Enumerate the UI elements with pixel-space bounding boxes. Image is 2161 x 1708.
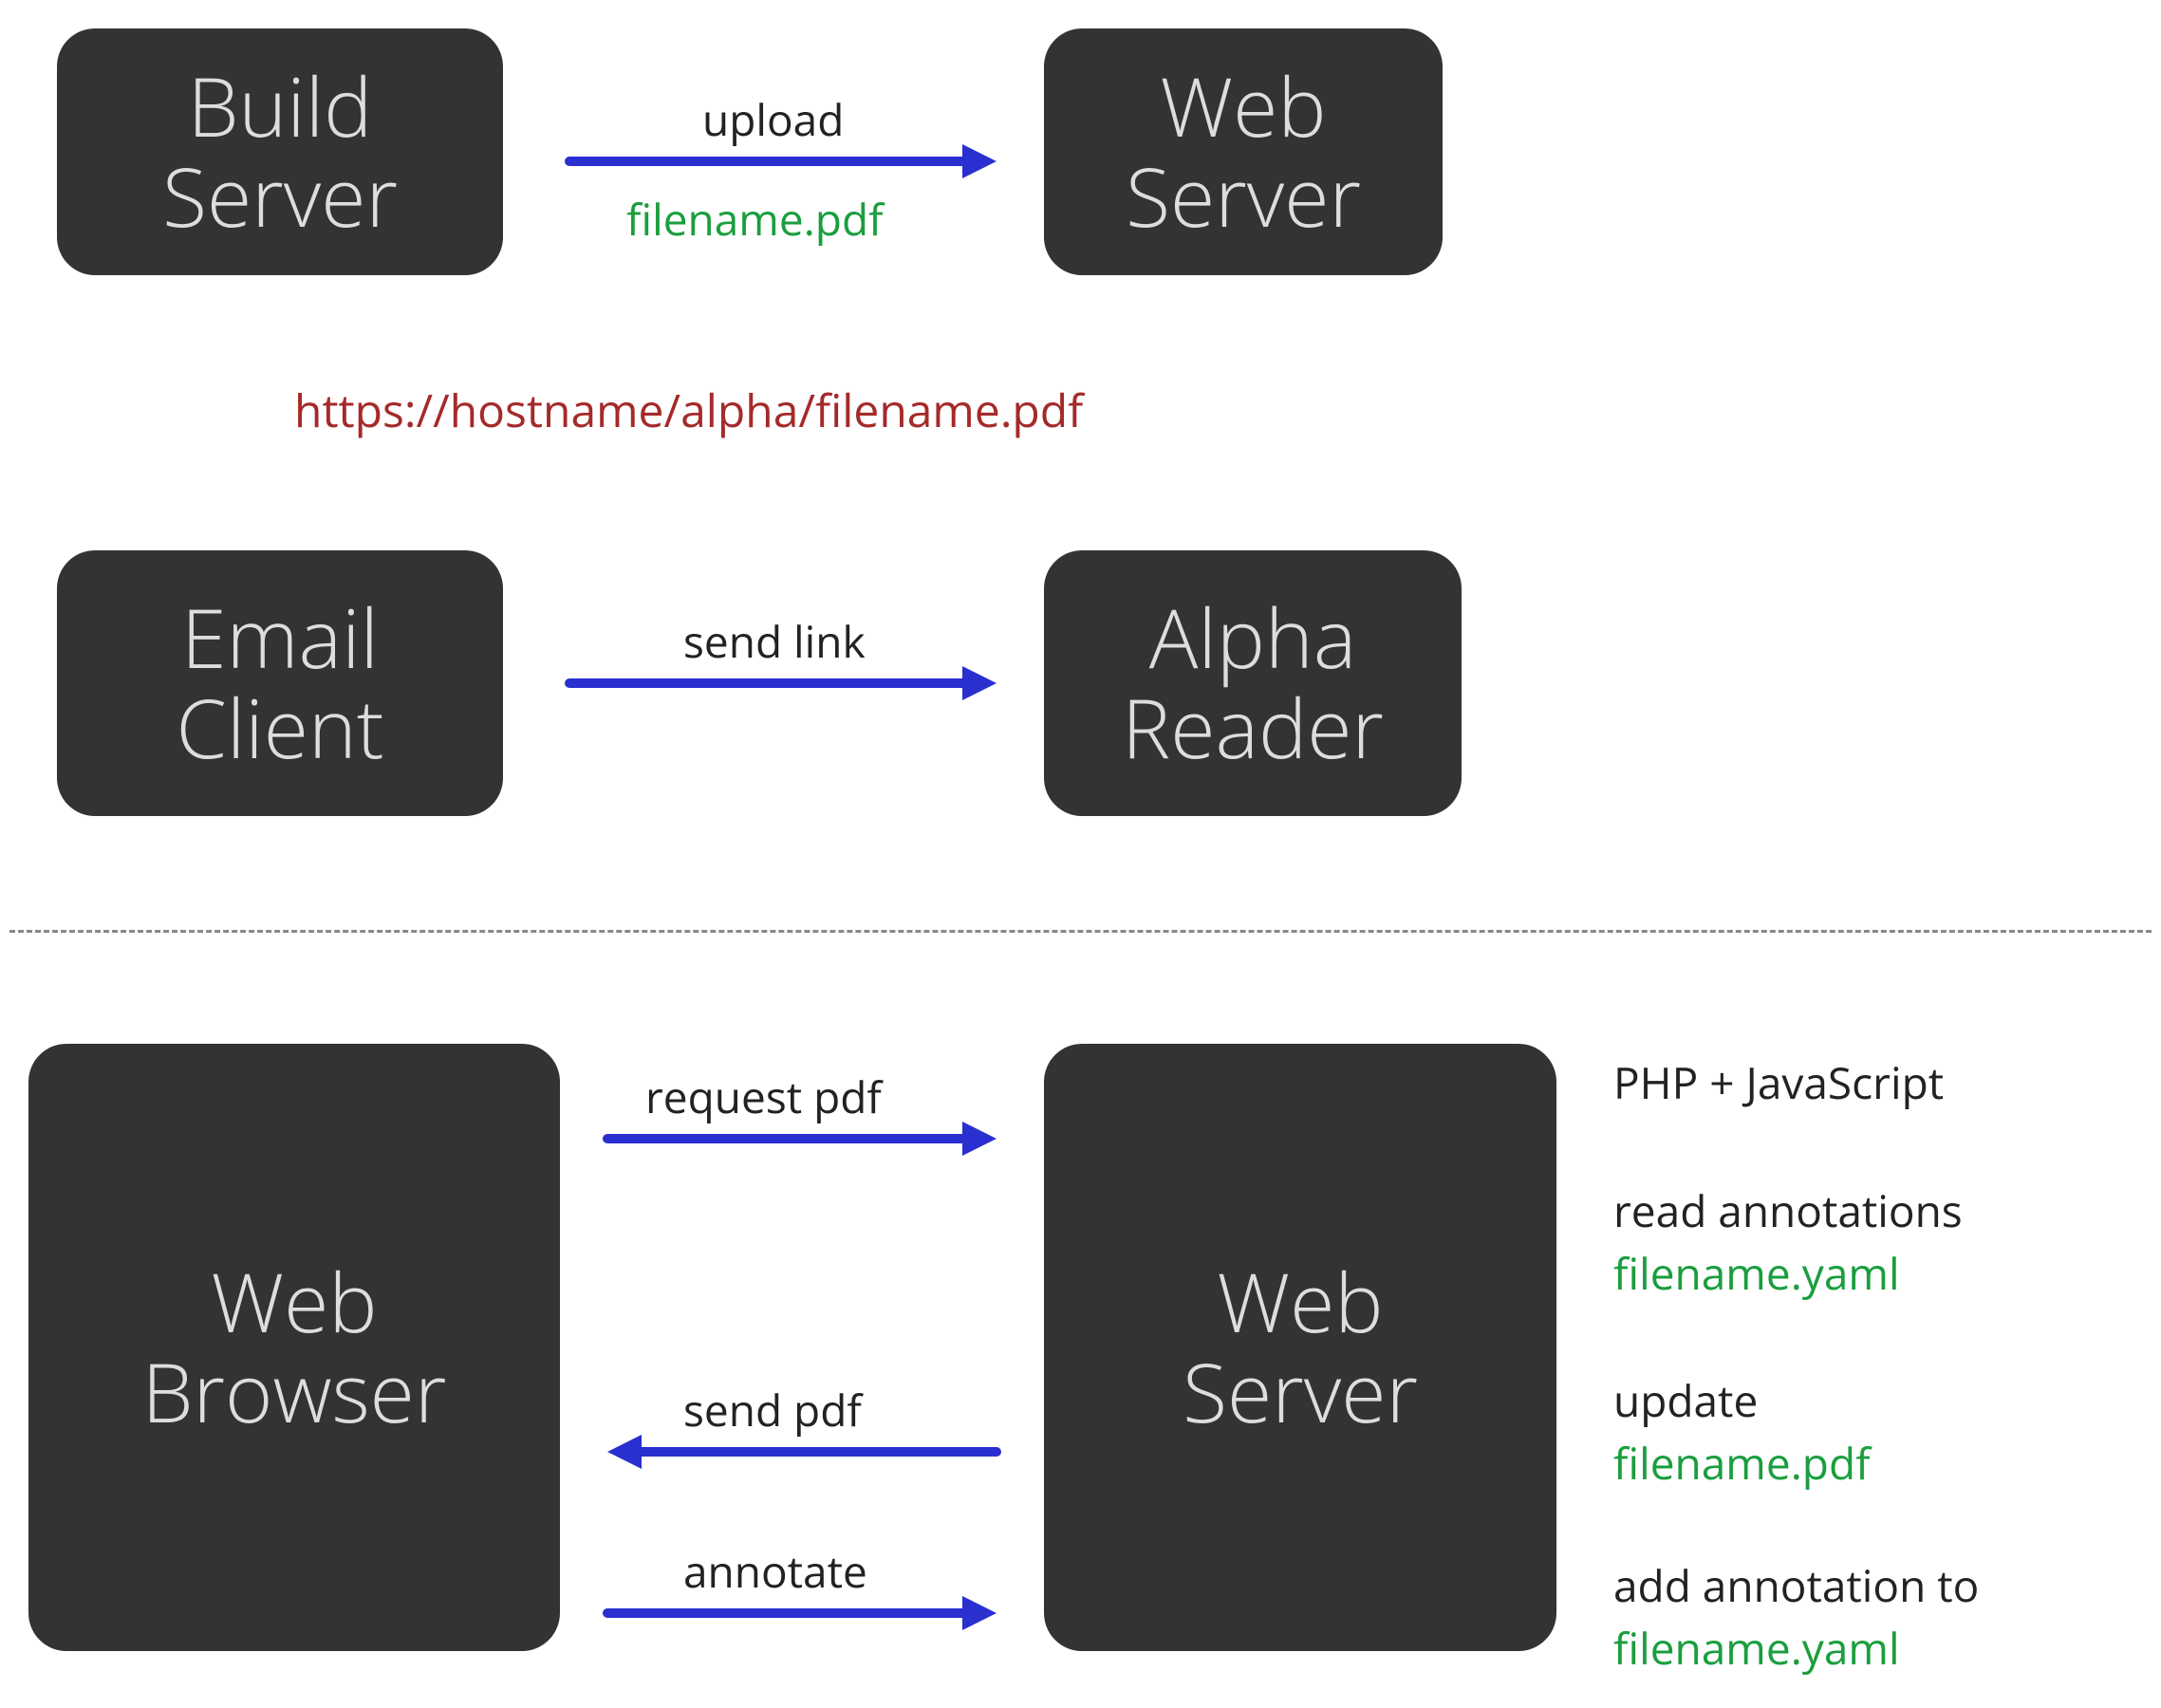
side-block-3-line-0: add annotation to: [1613, 1556, 1979, 1615]
side-block-1-line-1: filename.yaml: [1613, 1244, 1963, 1303]
label-upload-bot: filename.pdf: [626, 190, 884, 249]
side-block-0-line-0: PHP + JavaScript: [1613, 1053, 1944, 1112]
section-divider: [9, 930, 2152, 933]
label-annotate-top: annotate: [683, 1542, 867, 1601]
side-block-2-line-0: update: [1613, 1371, 1871, 1430]
side-block-3: add annotation tofilename.yaml: [1613, 1556, 1979, 1681]
label-send-pdf-top: send pdf: [683, 1381, 862, 1439]
side-block-0: PHP + JavaScript: [1613, 1053, 1944, 1116]
side-block-1-line-0: read annotations: [1613, 1181, 1963, 1240]
label-send-link-top: send link: [683, 612, 866, 671]
url-label: https://hostname/alpha/filename.pdf: [294, 380, 1083, 441]
side-block-2: updatefilename.pdf: [1613, 1371, 1871, 1496]
side-block-2-line-1: filename.pdf: [1613, 1434, 1871, 1493]
side-block-1: read annotationsfilename.yaml: [1613, 1181, 1963, 1307]
label-request-top: request pdf: [645, 1068, 882, 1126]
side-block-3-line-1: filename.yaml: [1613, 1619, 1979, 1678]
diagram-canvas: BuildServerWebServerEmailClientAlphaRead…: [0, 0, 2161, 1708]
label-upload-top: upload: [702, 90, 844, 149]
